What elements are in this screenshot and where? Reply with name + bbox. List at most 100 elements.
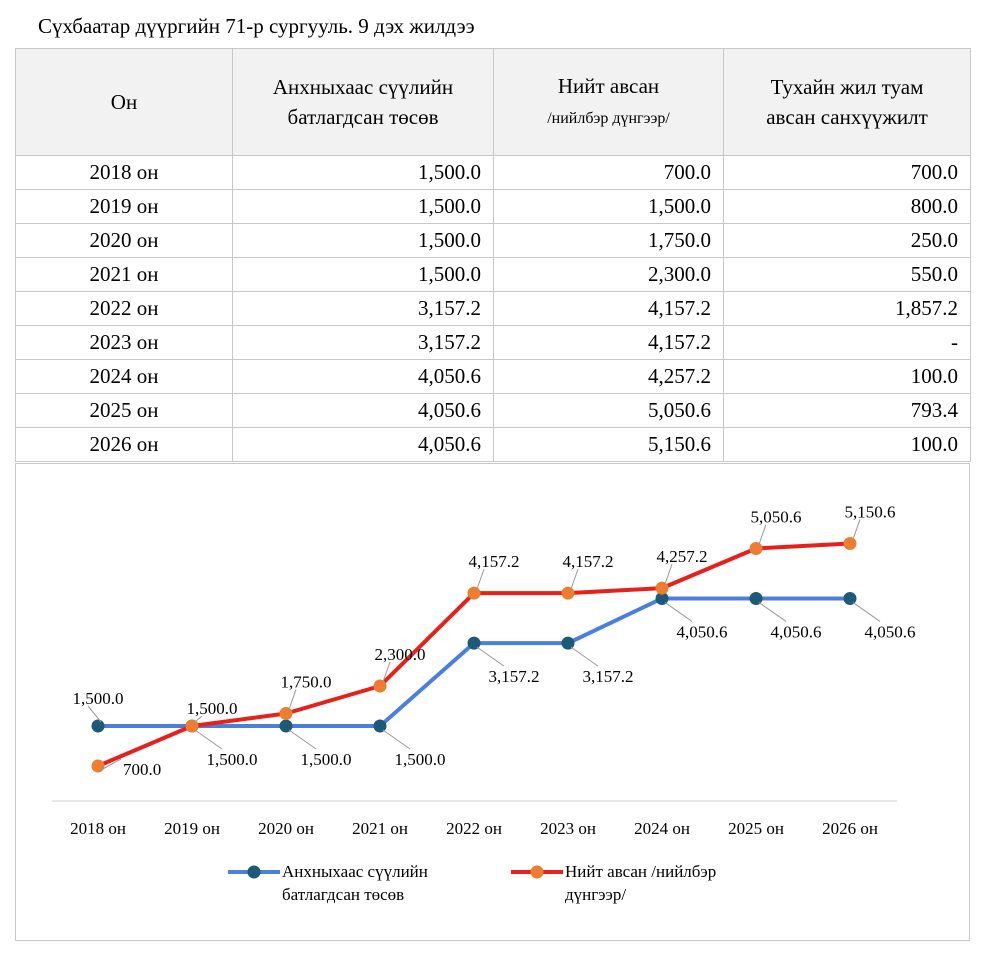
value-label: 3,157.2	[583, 667, 634, 686]
value-label: 4,257.2	[657, 547, 708, 566]
header-cell: Тухайн жил туам авсан санхүүжилт	[723, 48, 971, 156]
leader-line	[194, 715, 203, 723]
value-label: 5,050.6	[751, 507, 802, 526]
data-table: Он Анхныхаас сүүлийн батлагдсан төсөв Нийт …	[15, 48, 971, 462]
table-cell: 2020 он	[15, 223, 233, 258]
header-text: Нийт авсан	[557, 73, 660, 98]
table-cell: 700.0	[723, 155, 971, 190]
data-point	[843, 536, 857, 550]
x-tick-label: 2018 он	[70, 819, 126, 838]
table-cell: 2025 он	[15, 393, 233, 428]
table-cell: 1,500.0	[232, 223, 494, 258]
leader-line	[382, 729, 411, 750]
table-cell: 1,750.0	[493, 223, 724, 258]
header-text: Он	[110, 90, 138, 114]
legend-label: Анхныхаас сүүлийн батлагдсан төсөв	[282, 862, 428, 904]
x-tick-label: 2023 он	[540, 819, 596, 838]
value-label: 1,500.0	[73, 689, 124, 708]
value-label: 4,157.2	[563, 552, 614, 571]
leader-line	[288, 729, 317, 750]
leader-line	[87, 705, 102, 723]
data-point	[279, 707, 293, 720]
table-cell: 2,300.0	[493, 257, 724, 292]
data-point	[185, 719, 199, 733]
leader-line	[852, 602, 881, 622]
data-point	[655, 591, 669, 605]
data-point	[561, 636, 575, 650]
table-cell: 700.0	[493, 155, 724, 190]
table-cell: 5,150.6	[493, 427, 724, 462]
table-cell: 4,050.6	[232, 359, 494, 394]
leader-line	[382, 661, 391, 683]
value-label: 3,157.2	[489, 667, 540, 686]
x-tick-label: 2020 он	[258, 819, 314, 838]
table-cell: 1,500.0	[232, 189, 494, 224]
table-cell: 4,050.6	[232, 427, 494, 462]
x-tick-label: 2022 он	[446, 819, 502, 838]
legend-label: Нийт авсан /нийлбэр дүнгээр/	[565, 862, 717, 904]
data-point	[561, 586, 575, 600]
data-point	[749, 591, 763, 605]
value-label: 4,050.6	[677, 622, 728, 641]
data-point	[467, 636, 481, 650]
x-tick-label: 2021 он	[352, 819, 408, 838]
value-label: 1,500.0	[187, 699, 238, 718]
table-row: 2019 он 1,500.0 1,500.0 800.0	[15, 189, 971, 224]
legend-marker	[247, 865, 261, 879]
header-row: Он Анхныхаас сүүлийн батлагдсан төсөв Нийт …	[15, 48, 971, 156]
data-point	[373, 719, 387, 733]
data-point	[467, 586, 481, 600]
data-point	[373, 679, 387, 693]
header-cell: Нийт авсан/нийлбэр дүнгээр/	[493, 48, 724, 156]
leader-line	[758, 524, 767, 545]
x-tick-label: 2024 он	[634, 819, 690, 838]
table-row: 2020 он 1,500.0 1,750.0 250.0	[15, 223, 971, 258]
legend-marker	[530, 865, 544, 879]
data-point	[91, 759, 105, 773]
header-text: батлагдсан төсөв	[287, 105, 439, 129]
table-cell: 550.0	[723, 257, 971, 292]
value-label: 1,500.0	[395, 750, 446, 769]
leader-line	[758, 602, 787, 622]
leader-line	[852, 519, 861, 540]
table-cell: 2019 он	[15, 189, 233, 224]
header-text: авсан санхүүжилт	[766, 105, 928, 129]
header-text: Анхныхаас сүүлийн	[272, 75, 454, 99]
table-cell: 3,157.2	[232, 325, 494, 360]
value-label: 1,750.0	[281, 672, 332, 691]
leader-line	[664, 602, 693, 622]
value-label: 700.0	[123, 760, 161, 779]
table-cell: 1,500.0	[232, 257, 494, 292]
leader-line	[570, 568, 579, 590]
value-label: 4,050.6	[771, 622, 822, 641]
header-text: /нийлбэр дүнгээр/	[547, 109, 670, 127]
table-row: 2026 он 4,050.6 5,150.6 100.0	[15, 427, 971, 462]
table-cell: 2024 он	[15, 359, 233, 394]
table-row: 2023 он 3,157.2 4,157.2-	[15, 325, 971, 360]
table-cell: 100.0	[723, 427, 971, 462]
value-label: 4,157.2	[469, 552, 520, 571]
table-cell: 4,157.2	[493, 291, 724, 326]
data-point	[749, 541, 763, 555]
value-label: 4,050.6	[865, 622, 916, 641]
leader-line	[476, 646, 505, 667]
data-point	[655, 581, 669, 595]
table-row: 2025 он 4,050.6 5,050.6 793.4	[15, 393, 971, 428]
document-title: Сүхбаатар дүүргийн 71-р сургууль. 9 дэх …	[38, 14, 475, 38]
header-cell: Анхныхаас сүүлийн батлагдсан төсөв	[232, 48, 494, 156]
data-point	[843, 591, 857, 605]
x-tick-label: 2025 он	[728, 819, 784, 838]
table-cell: 100.0	[723, 359, 971, 394]
value-label: 2,300.0	[375, 645, 426, 664]
data-point	[279, 719, 293, 733]
value-label: 1,500.0	[207, 750, 258, 769]
table-cell: 1,500.0	[493, 189, 724, 224]
leader-line	[664, 563, 673, 585]
table-cell: 4,050.6	[232, 393, 494, 428]
table-cell: 2022 он	[15, 291, 233, 326]
leader-line	[570, 646, 599, 667]
table-cell: 2026 он	[15, 427, 233, 462]
leader-line	[194, 729, 223, 750]
